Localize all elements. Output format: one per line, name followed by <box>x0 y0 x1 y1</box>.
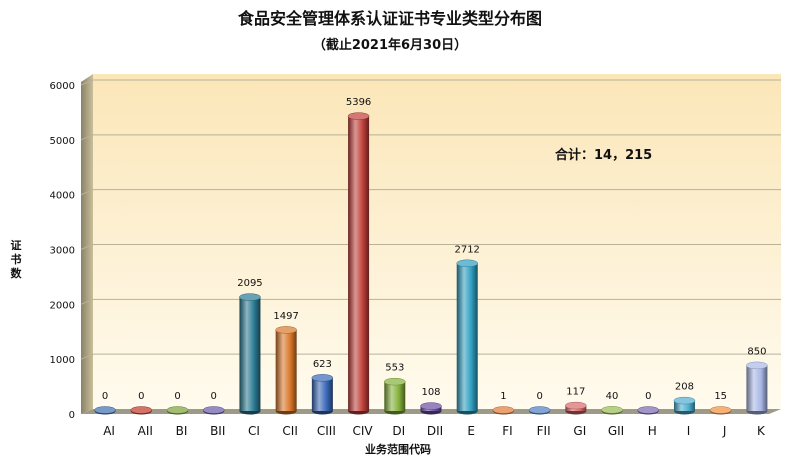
data-label: 0 <box>645 391 651 402</box>
bar-top <box>239 293 261 301</box>
bar-top <box>94 406 116 414</box>
bar-DI <box>384 381 406 411</box>
y-tick-label: 4000 <box>50 191 75 202</box>
plot-side-wall <box>81 74 93 414</box>
bar-CII <box>275 329 297 411</box>
chart-subtitle: （截止2021年6月30日） <box>313 37 467 53</box>
data-label: 0 <box>138 391 144 402</box>
bar-CI <box>239 297 261 411</box>
bar-top <box>528 406 551 414</box>
total-annotation: 合计：14，215 <box>555 147 652 163</box>
data-label: 850 <box>747 346 766 357</box>
x-tick-label: FII <box>537 424 551 438</box>
bar-K <box>746 365 768 411</box>
x-tick-label: CIII <box>317 424 336 438</box>
x-tick-label: GI <box>573 424 586 438</box>
bar-top <box>673 396 696 405</box>
data-label: 1497 <box>273 311 298 322</box>
x-tick-label: CI <box>248 424 260 438</box>
bar-top <box>275 326 297 334</box>
bar-top <box>347 112 370 120</box>
gridline-side <box>80 244 94 250</box>
bar-top <box>565 401 587 410</box>
x-tick-label: K <box>757 424 766 438</box>
gridline-side <box>80 134 94 141</box>
x-tick-label: AI <box>103 424 115 438</box>
gridline-side <box>80 298 94 305</box>
y-axis-label: 证书数 <box>11 239 23 280</box>
bar-CIV <box>348 116 370 412</box>
x-tick-label: AII <box>138 424 153 438</box>
data-label: 208 <box>675 382 694 393</box>
x-tick-label: BII <box>210 424 225 438</box>
bar-I <box>673 400 695 411</box>
data-label: 2095 <box>237 278 262 289</box>
bar-top <box>202 406 225 414</box>
plot-back-wall <box>93 74 781 409</box>
y-tick-label: 6000 <box>50 81 75 92</box>
x-axis-label: 业务范围代码 <box>365 442 431 456</box>
bar-top <box>709 406 732 414</box>
bar-CIII <box>311 377 333 411</box>
data-label: 15 <box>714 391 727 402</box>
bar-top <box>637 406 660 414</box>
bar-top <box>601 406 623 414</box>
y-tick-label: 1000 <box>50 355 75 366</box>
data-label: 0 <box>174 391 180 402</box>
x-tick-label: CII <box>282 424 297 438</box>
bar-top <box>130 406 153 414</box>
x-tick-label: H <box>648 424 657 438</box>
data-label: 108 <box>421 387 440 398</box>
bar-E <box>456 263 478 411</box>
gridline-side <box>80 189 94 196</box>
data-label: 0 <box>536 391 542 402</box>
y-tick-label: 0 <box>69 410 75 421</box>
x-tick-label: BI <box>176 424 188 438</box>
data-label: 0 <box>211 391 217 402</box>
y-axis-ticks: 0 1000 2000 3000 4000 5000 6000 <box>50 81 75 421</box>
y-tick-label: 3000 <box>50 246 75 257</box>
data-label: 5396 <box>346 97 371 108</box>
data-label: 117 <box>566 387 585 398</box>
gridline-side <box>80 79 94 86</box>
x-tick-label: DII <box>427 424 443 438</box>
x-tick-label: CIV <box>353 424 374 438</box>
x-tick-label: E <box>467 424 475 438</box>
bar-top <box>311 374 334 382</box>
chart-title: 食品安全管理体系认证证书专业类型分布图 <box>237 9 542 28</box>
y-tick-label: 5000 <box>50 136 75 147</box>
data-label: 0 <box>102 391 108 402</box>
data-label: 553 <box>385 363 404 374</box>
data-label: 1 <box>500 391 506 402</box>
x-tick-label: GII <box>608 424 624 438</box>
gridline-side <box>80 353 94 360</box>
bar-top <box>492 406 515 414</box>
bar-top <box>746 361 768 370</box>
bar-top <box>420 402 442 410</box>
data-labels: 0 0 0 0 2095 1497 623 5396 553 108 2712 1 0 117 40 0 208… <box>102 97 767 402</box>
bars <box>94 112 768 415</box>
data-label: 40 <box>606 391 619 402</box>
data-label: 623 <box>313 359 332 370</box>
bar-top <box>384 377 406 386</box>
x-tick-label: J <box>722 424 727 438</box>
y-tick-label: 2000 <box>50 300 75 311</box>
x-axis-ticks: AI AII BI BII CI CII CIII CIV DI DII E FI FII GI GII H I… <box>103 424 766 438</box>
x-tick-label: DI <box>392 424 405 438</box>
bar-top <box>166 406 189 414</box>
gridlines <box>80 79 781 360</box>
x-tick-label: FI <box>502 424 512 438</box>
data-label: 2712 <box>454 244 479 255</box>
bar-top <box>456 259 478 268</box>
x-tick-label: I <box>687 424 691 438</box>
